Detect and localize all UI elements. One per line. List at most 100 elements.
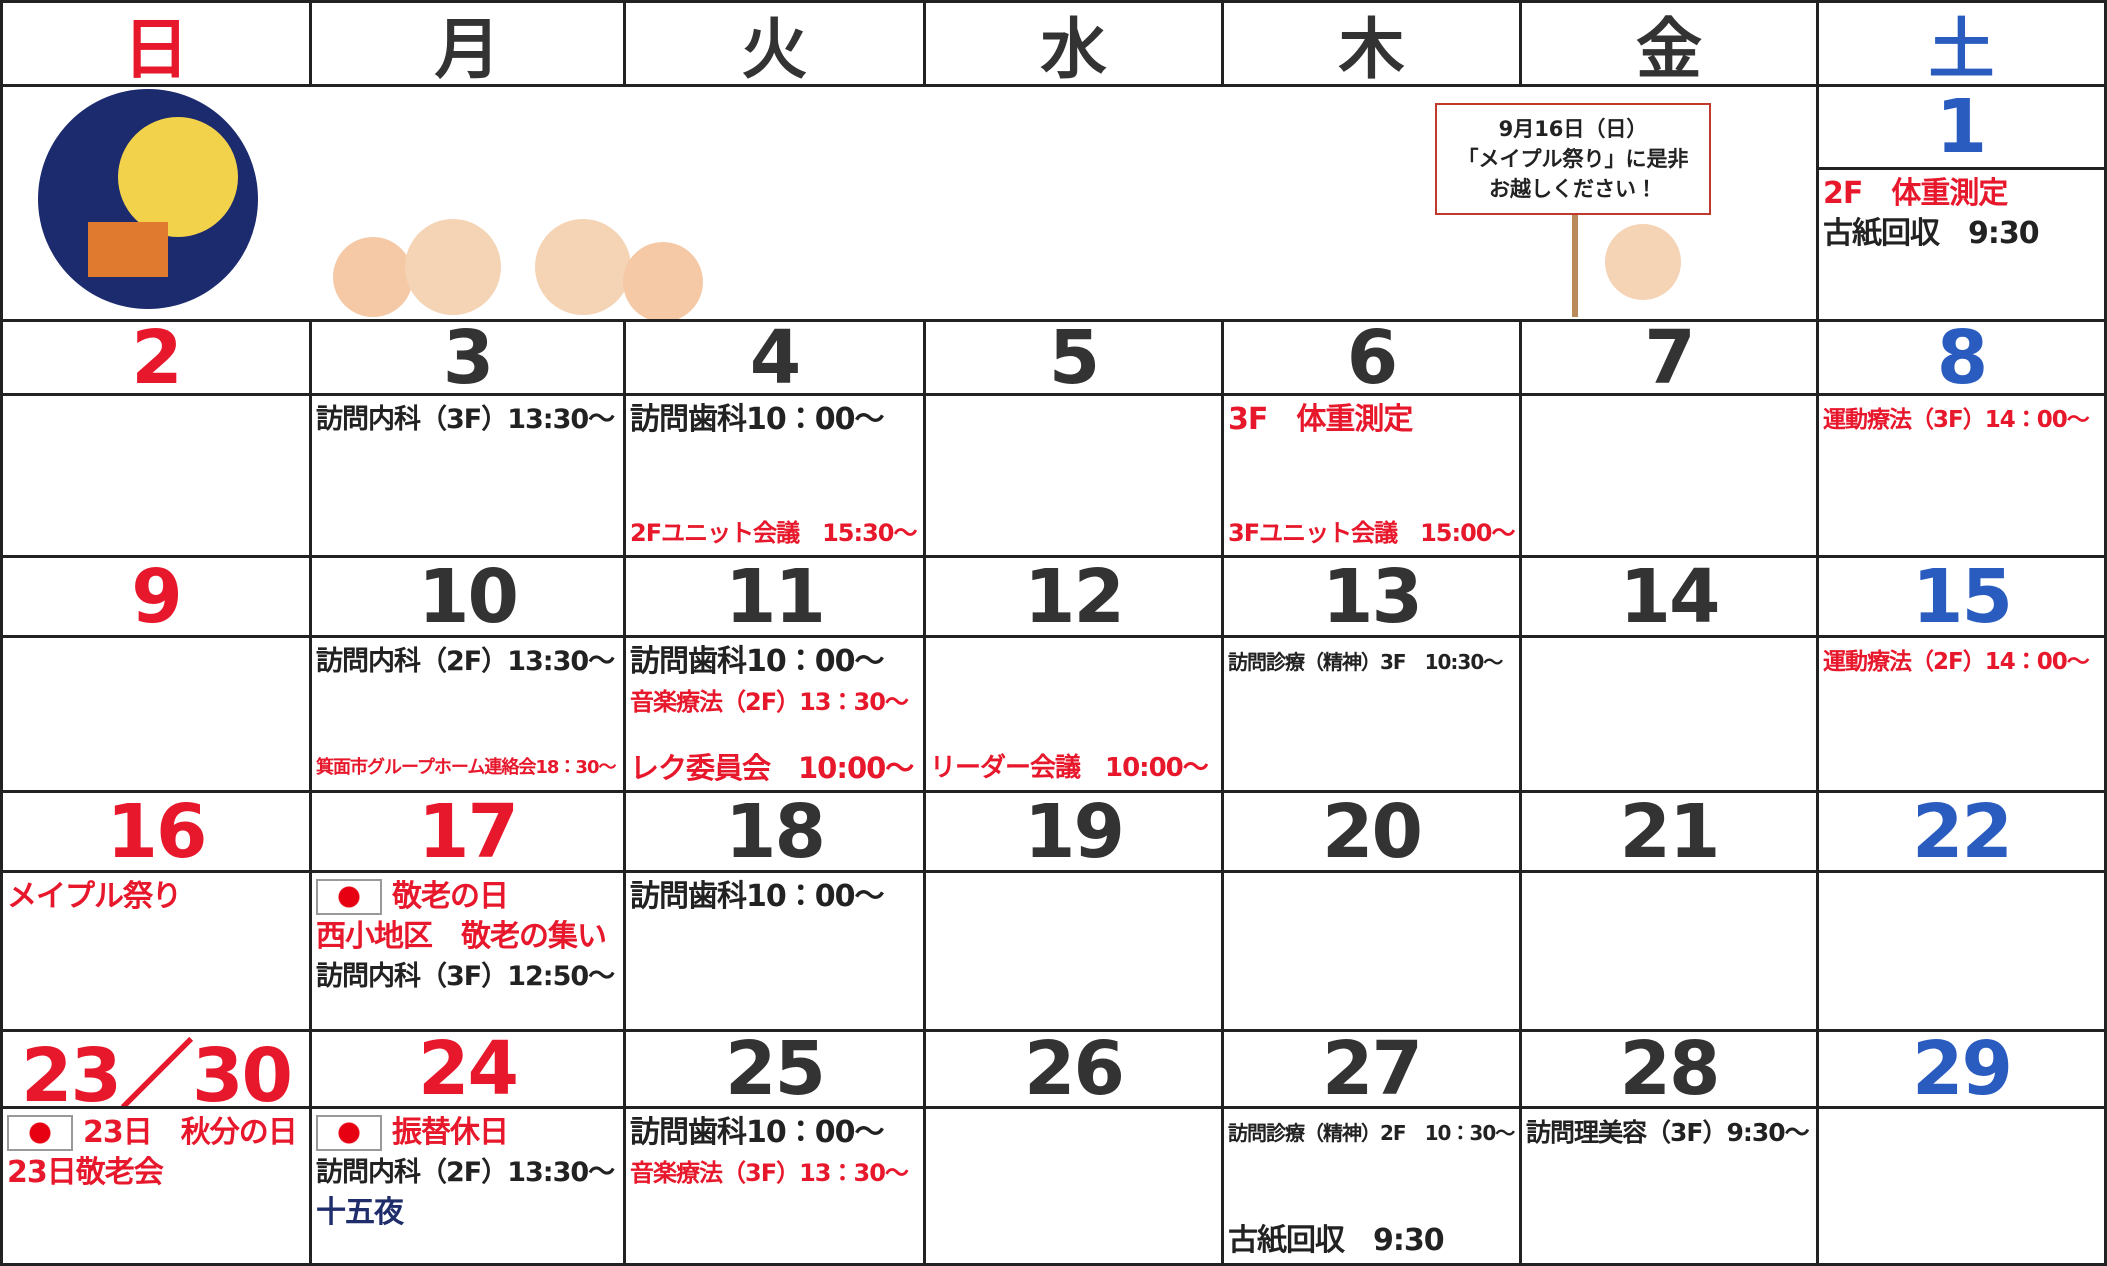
day-cell [3, 396, 312, 558]
event-text: 23日 秋分の日 [83, 1115, 298, 1150]
flag-icon [7, 1115, 73, 1151]
day-cell: 23日 秋分の日 23日敬老会 [3, 1109, 312, 1266]
date: 24 [312, 1032, 626, 1109]
day-cell [1819, 873, 2107, 1032]
event: 2F 体重測定 [1823, 174, 2100, 214]
event-text: 訪問理美容（3F）9:30～ [1526, 1118, 1810, 1147]
day-cell: 敬老の日 西小地区 敬老の集い 訪問内科（3F）12:50～ [312, 873, 626, 1032]
event-text: 十五夜 [316, 1195, 404, 1230]
day-cell: メイプル祭り [3, 873, 312, 1032]
notice-line: お越しください！ [1489, 177, 1657, 201]
date: 3 [312, 322, 626, 396]
event: 訪問内科（2F）13:30～ [316, 1153, 619, 1193]
event-text: 訪問診療（精神）3F 10:30～ [1228, 650, 1503, 674]
event: 古紙回収 9:30 [1823, 214, 2100, 254]
day-cell: 振替休日 訪問内科（2F）13:30～ 十五夜 [312, 1109, 626, 1266]
event: 訪問内科（3F）12:50～ [316, 957, 619, 997]
date: 18 [626, 793, 926, 873]
day-cell: 訪問内科（3F）13:30～ [312, 396, 626, 558]
event: 3Fユニット会議 15:00～ [1228, 513, 1515, 553]
illustrations [38, 89, 1681, 319]
day-cell: 訪問歯科10：00～ 音楽療法（2F）13：30～ レク委員会 10:00～ [626, 638, 926, 793]
day-cell: 1 2F 体重測定 古紙回収 9:30 [1819, 87, 2107, 322]
day-cell [1522, 873, 1819, 1032]
day-cell: 運動療法（2F）14：00～ [1819, 638, 2107, 793]
day-cell: 3F 体重測定 3Fユニット会議 15:00～ [1224, 396, 1522, 558]
flag-icon [316, 879, 382, 915]
day-cell: 訪問診療（精神）3F 10:30～ [1224, 638, 1522, 793]
date: 10 [312, 558, 626, 638]
notice-line: 9月16日（日） [1498, 117, 1648, 141]
event-text: 訪問診療（精神）2F 10：30～ [1228, 1121, 1515, 1145]
event: 振替休日 [316, 1113, 619, 1153]
date: 17 [312, 793, 626, 873]
date: 22 [1819, 793, 2107, 873]
weekday-header: 土 [1819, 3, 2107, 87]
event-text: メイプル祭り [7, 879, 182, 914]
date: 9 [3, 558, 312, 638]
day-cell [926, 396, 1224, 558]
event: 運動療法（3F）14：00～ [1823, 400, 2100, 440]
event-text: 訪問内科（3F）13:30～ [316, 404, 615, 435]
date: 6 [1224, 322, 1522, 396]
weekday-header: 月 [312, 3, 626, 87]
event: リーダー会議 10:00～ [930, 748, 1217, 788]
date: 4 [626, 322, 926, 396]
event-text: レク委員会 10:00～ [630, 751, 914, 785]
date: 23／30 [3, 1032, 312, 1109]
date: 2 [3, 322, 312, 396]
event: 23日敬老会 [7, 1153, 305, 1193]
event-text: 訪問歯科10：00～ [630, 644, 884, 679]
date: 5 [926, 322, 1224, 396]
day-cell: 訪問理美容（3F）9:30～ [1522, 1109, 1819, 1266]
day-cell: リーダー会議 10:00～ [926, 638, 1224, 793]
event: メイプル祭り [7, 877, 305, 917]
event-text: 訪問内科（2F）13:30～ [316, 646, 615, 677]
event: 音楽療法（2F）13：30～ [630, 682, 919, 722]
event: 3F 体重測定 [1228, 400, 1515, 440]
event-text: 振替休日 [392, 1115, 509, 1150]
event: 古紙回収 9:30 [1228, 1221, 1515, 1261]
person [1605, 224, 1681, 300]
event-text: 音楽療法（3F）13：30～ [630, 1159, 909, 1187]
day-cell: 訪問歯科10：00～ [626, 873, 926, 1032]
event: 訪問内科（2F）13:30～ [316, 642, 619, 682]
event: 運動療法（2F）14：00～ [1823, 642, 2100, 682]
date: 28 [1522, 1032, 1819, 1109]
event: 西小地区 敬老の集い [316, 917, 619, 957]
event: 箕面市グループホーム連絡会18：30～ [316, 748, 619, 788]
event-text: 運動療法（2F）14：00～ [1823, 649, 2090, 675]
date: 26 [926, 1032, 1224, 1109]
date: 16 [3, 793, 312, 873]
event-text: 古紙回収 9:30 [1823, 216, 2040, 251]
event: 訪問内科（3F）13:30～ [316, 400, 619, 440]
weekday-header: 木 [1224, 3, 1522, 87]
event-text: 2Fユニット会議 15:30～ [630, 519, 917, 547]
stand [88, 222, 168, 277]
date: 25 [626, 1032, 926, 1109]
day-cell [1522, 396, 1819, 558]
date: 21 [1522, 793, 1819, 873]
moon [118, 117, 238, 237]
date: 27 [1224, 1032, 1522, 1109]
weekday-header: 金 [1522, 3, 1819, 87]
event: 音楽療法（3F）13：30～ [630, 1153, 919, 1193]
day-cell [3, 638, 312, 793]
date: 7 [1522, 322, 1819, 396]
notice-line: 「メイプル祭り」に是非 [1457, 147, 1689, 171]
date: 8 [1819, 322, 2107, 396]
person [405, 219, 501, 315]
event-text: 訪問歯科10：00～ [630, 402, 884, 437]
date: 15 [1819, 558, 2107, 638]
day-cell: 訪問歯科10：00～ 2Fユニット会議 15:30～ [626, 396, 926, 558]
event: 2Fユニット会議 15:30～ [630, 513, 919, 553]
weekday-header: 日 [3, 3, 312, 87]
weekday-header: 火 [626, 3, 926, 87]
day-cell: 訪問内科（2F）13:30～ 箕面市グループホーム連絡会18：30～ [312, 638, 626, 793]
event-text: 訪問歯科10：00～ [630, 1115, 884, 1150]
event: 訪問理美容（3F）9:30～ [1526, 1113, 1812, 1153]
event: 訪問歯科10：00～ [630, 642, 919, 682]
event: 訪問歯科10：00～ [630, 1113, 919, 1153]
